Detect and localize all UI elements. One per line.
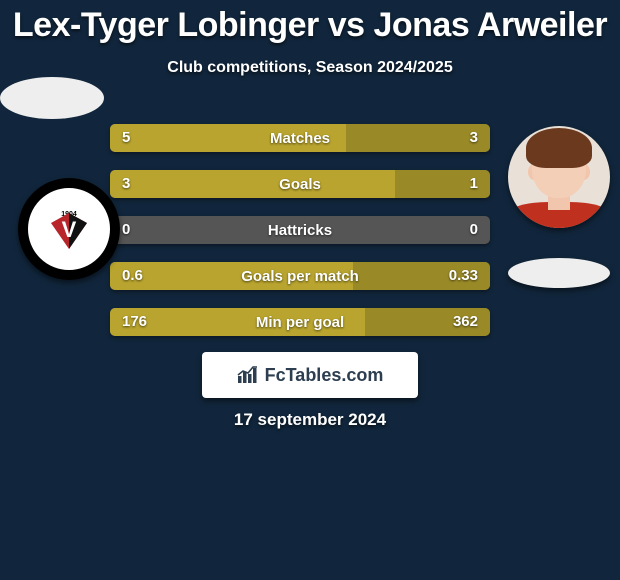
badge-emblem: 1904 V bbox=[47, 207, 91, 251]
stat-value-left: 176 bbox=[122, 308, 147, 336]
brand-badge: FcTables.com bbox=[202, 352, 418, 398]
stat-value-left: 3 bbox=[122, 170, 130, 198]
player-left-photo bbox=[0, 77, 104, 119]
page-title: Lex-Tyger Lobinger vs Jonas Arweiler bbox=[0, 0, 620, 45]
stat-value-right: 0 bbox=[470, 216, 478, 244]
player-hair bbox=[526, 128, 592, 168]
stat-value-right: 1 bbox=[470, 170, 478, 198]
stat-value-right: 3 bbox=[470, 124, 478, 152]
stat-label: Matches bbox=[270, 130, 330, 147]
stat-row: 0 Hattricks 0 bbox=[110, 216, 490, 244]
stat-value-left: 5 bbox=[122, 124, 130, 152]
club-badge-right-placeholder bbox=[508, 258, 610, 288]
page-subtitle: Club competitions, Season 2024/2025 bbox=[0, 59, 620, 77]
stat-row: 5 Matches 3 bbox=[110, 124, 490, 152]
bars-icon bbox=[237, 366, 259, 384]
stat-value-right: 0.33 bbox=[449, 262, 478, 290]
club-badge-left: 1904 V bbox=[18, 178, 120, 280]
generated-date: 17 september 2024 bbox=[0, 410, 620, 430]
stat-row: 3 Goals 1 bbox=[110, 170, 490, 198]
brand-text: FcTables.com bbox=[265, 365, 384, 386]
stat-value-left: 0.6 bbox=[122, 262, 143, 290]
svg-text:V: V bbox=[62, 217, 77, 242]
stat-label: Goals bbox=[279, 176, 321, 193]
stat-label: Goals per match bbox=[241, 268, 359, 285]
stat-fill-right bbox=[346, 124, 490, 152]
stat-value-left: 0 bbox=[122, 216, 130, 244]
stat-fill-left bbox=[110, 170, 395, 198]
stat-row: 0.6 Goals per match 0.33 bbox=[110, 262, 490, 290]
stat-label: Hattricks bbox=[268, 222, 332, 239]
player-right-photo bbox=[508, 126, 610, 228]
stat-label: Min per goal bbox=[256, 314, 344, 331]
stat-row: 176 Min per goal 362 bbox=[110, 308, 490, 336]
stat-bars: 5 Matches 3 3 Goals 1 0 Hattricks 0 0.6 Goals per … bbox=[110, 124, 490, 354]
stat-value-right: 362 bbox=[453, 308, 478, 336]
